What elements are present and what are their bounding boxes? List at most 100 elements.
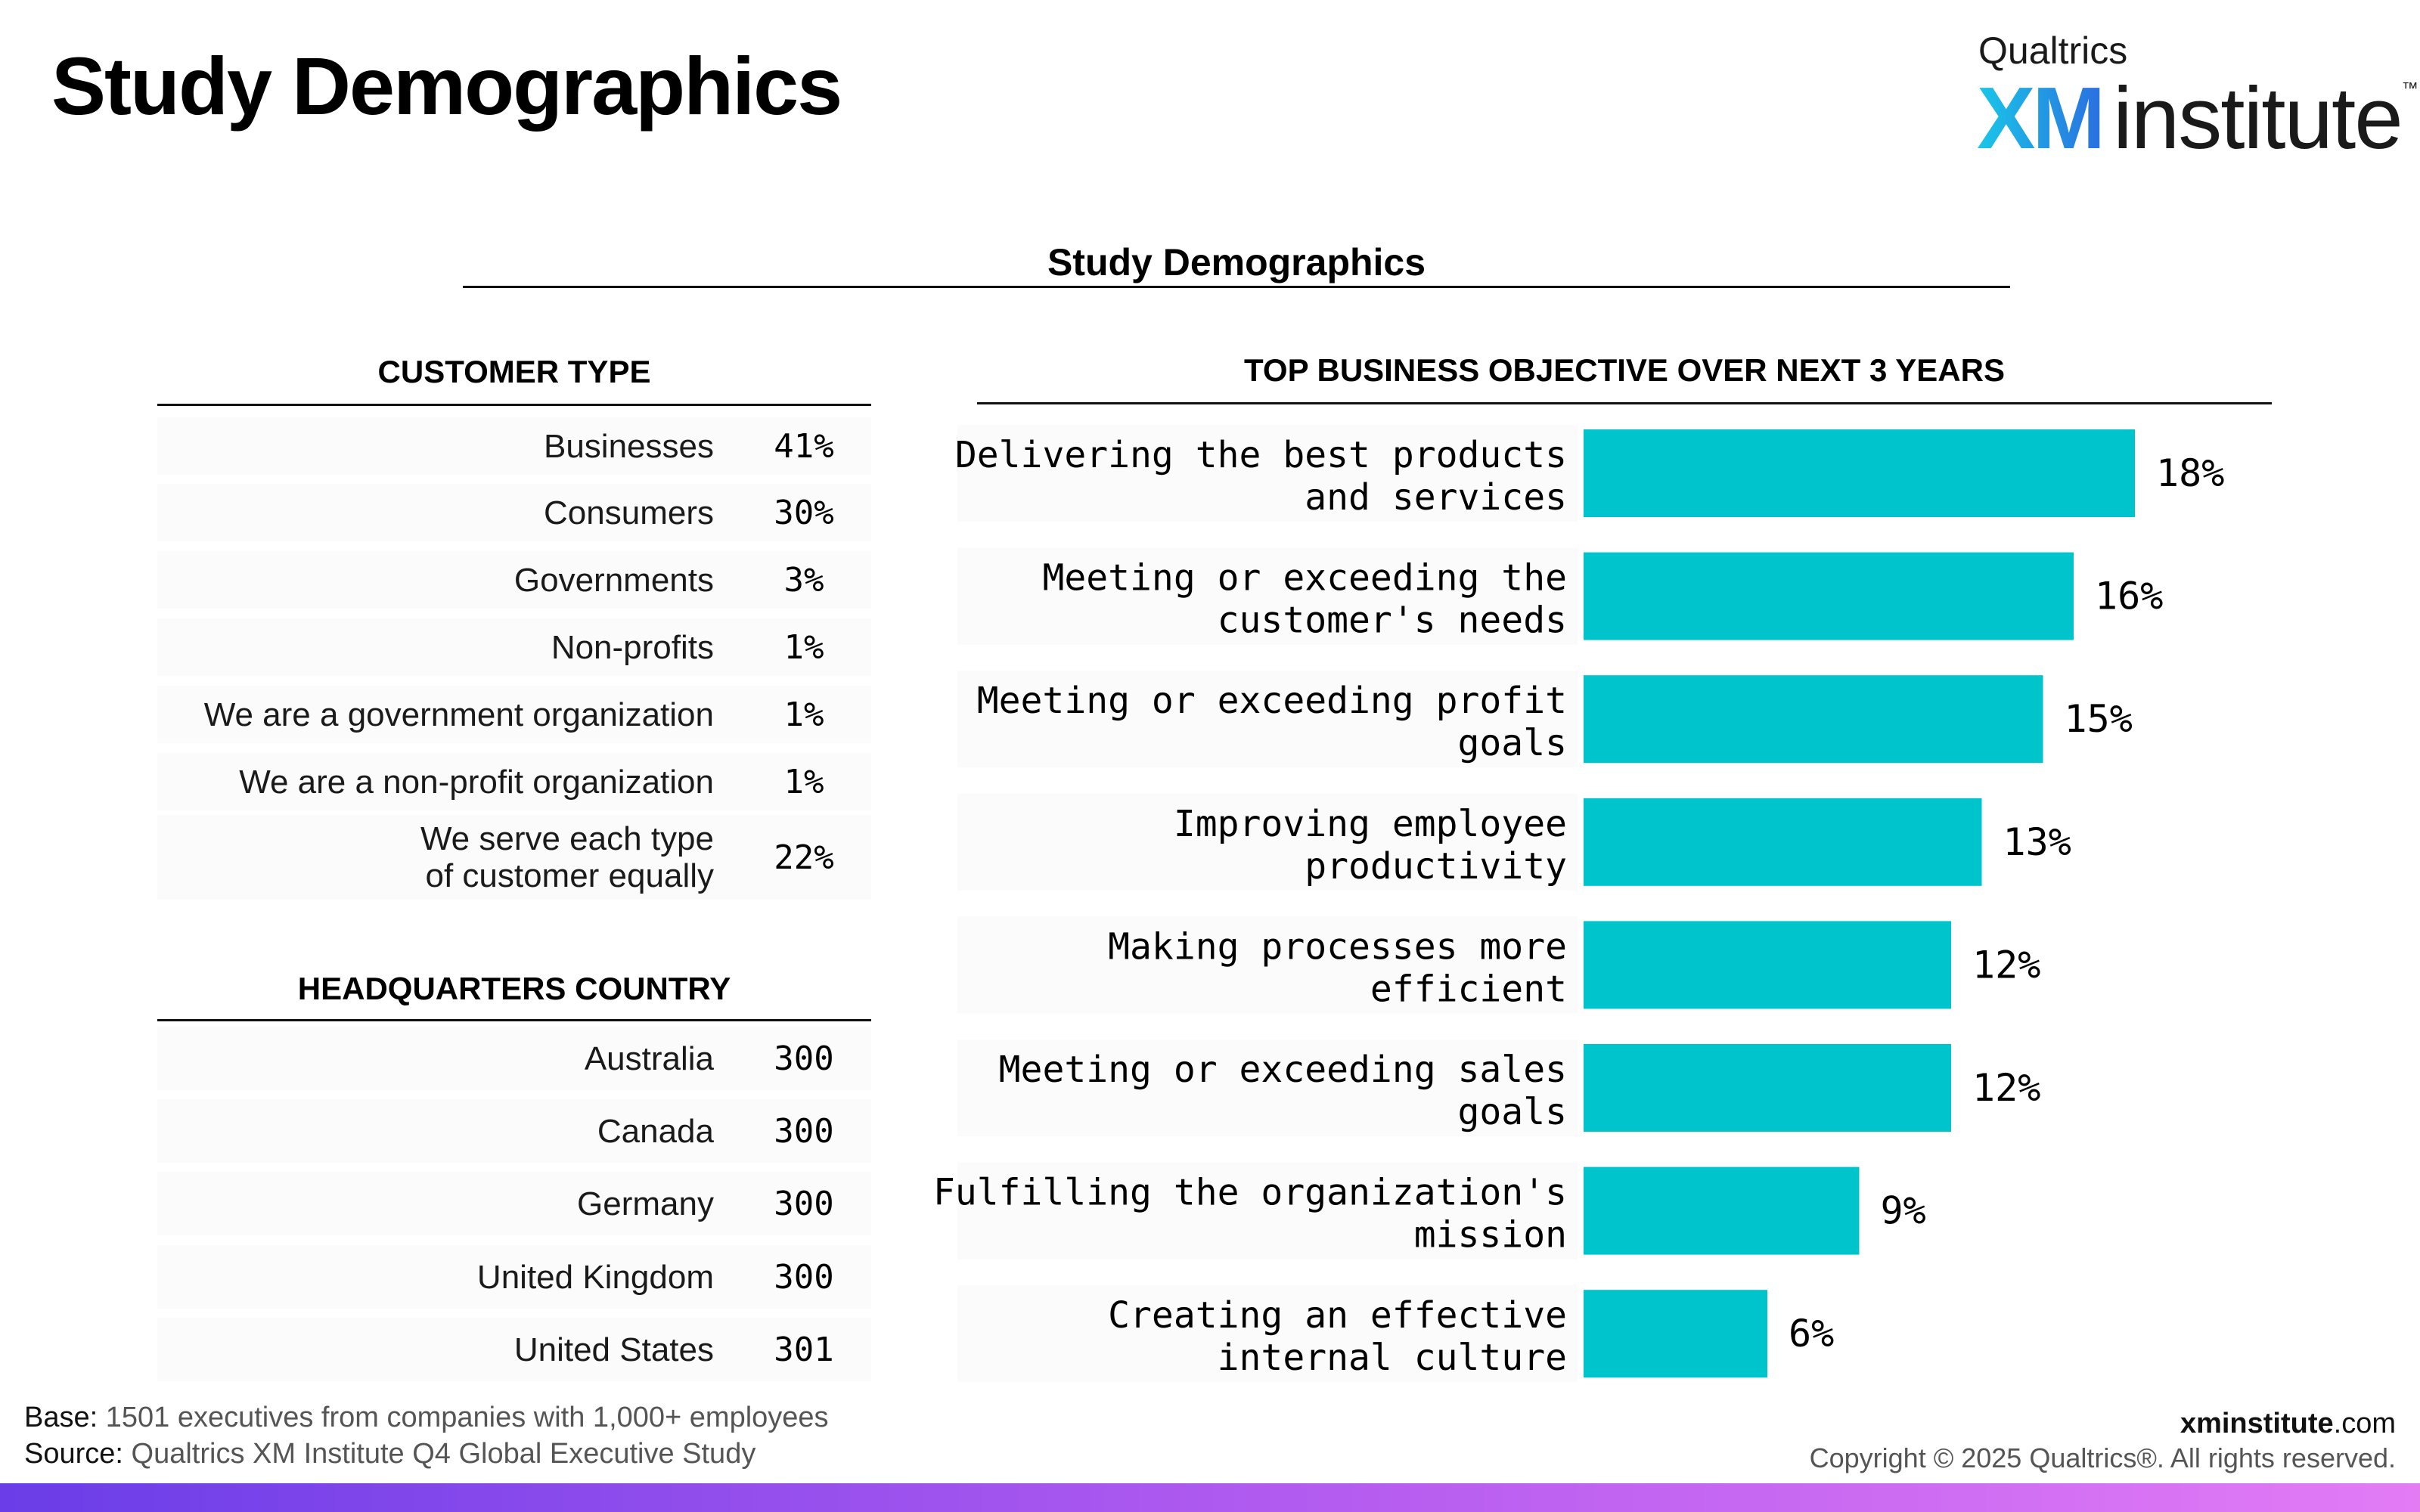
bar xyxy=(1584,675,2043,764)
category-label-line: efficient xyxy=(1370,968,1567,1010)
hq-country-label: Germany xyxy=(577,1185,714,1222)
category-label: Creating an effective internal culture xyxy=(1108,1294,1567,1379)
site-link[interactable]: xminstitute.com xyxy=(2180,1408,2396,1440)
category-label: Delivering the best products and services xyxy=(955,434,1567,519)
customer-type-label: Consumers xyxy=(544,494,714,531)
customer-type-value: 3% xyxy=(783,561,824,600)
section-title: Study Demographics xyxy=(1047,241,1426,284)
bar xyxy=(1584,921,1951,1009)
copyright: Copyright © 2025 Qualtrics®. All rights … xyxy=(1809,1442,2396,1473)
bar-value-label: 18% xyxy=(2156,451,2224,495)
category-label: Fulfilling the organization's mission xyxy=(933,1172,1567,1256)
logo-trademark: ™ xyxy=(2401,79,2418,98)
bar xyxy=(1584,798,1982,886)
hq-country-label: Australia xyxy=(584,1040,714,1077)
customer-type-value: 1% xyxy=(783,628,824,667)
hq-country-heading: HEADQUARTERS COUNTRY xyxy=(297,971,731,1006)
bar xyxy=(1584,429,2135,517)
hq-country-row: Australia 300 xyxy=(157,1027,871,1090)
customer-type-heading: CUSTOMER TYPE xyxy=(377,354,651,389)
xm-institute-logo: Qualtrics XM institute™ xyxy=(1977,29,2418,162)
category-label-line: Meeting or exceeding sales xyxy=(999,1049,1567,1091)
customer-type-row: We serve each type of customer equally 22… xyxy=(157,815,871,900)
category-band xyxy=(957,1162,1578,1259)
customer-type-label: We serve each type of customer equally xyxy=(420,820,714,895)
hq-country-row: Canada 300 xyxy=(157,1099,871,1163)
chart-title: TOP BUSINESS OBJECTIVE OVER NEXT 3 YEARS xyxy=(1244,352,2005,388)
category-label-line: goals xyxy=(1458,722,1568,764)
bar xyxy=(1584,1167,1860,1255)
hq-country-row: Germany 300 xyxy=(157,1172,871,1235)
category-label-line: Improving employee xyxy=(1174,803,1567,845)
customer-type-label: Governments xyxy=(513,562,714,599)
customer-type-label: Non-profits xyxy=(551,629,714,666)
customer-type-row: We are a government organization 1% xyxy=(157,686,871,743)
category-band xyxy=(957,1285,1578,1383)
base-note: Base: 1501 executives from companies wit… xyxy=(24,1403,829,1432)
category-label-line: and services xyxy=(1305,476,1567,519)
hq-country-divider xyxy=(157,1019,871,1021)
category-label-line: goals xyxy=(1458,1091,1568,1133)
customer-type-value: 1% xyxy=(783,696,824,734)
category-band xyxy=(957,1040,1578,1136)
category-label-line: Delivering the best products xyxy=(955,434,1567,476)
bar xyxy=(1584,1044,1951,1132)
hq-country-row: United Kingdom 300 xyxy=(157,1245,871,1309)
hq-country-label: Canada xyxy=(597,1113,714,1150)
customer-type-row: Governments 3% xyxy=(157,551,871,609)
category-label-line: Creating an effective xyxy=(1108,1294,1567,1337)
category-label: Making processes more efficient xyxy=(1108,925,1567,1010)
bar-value-label: 12% xyxy=(1972,1066,2040,1110)
customer-type-label: We are a government organization xyxy=(203,696,714,733)
logo-xm-text: XM xyxy=(1977,69,2105,167)
category-label-line: customer's needs xyxy=(1218,600,1567,642)
section-divider xyxy=(463,286,2010,288)
customer-type-label: We are a non-profit organization xyxy=(239,764,714,801)
category-label: Improving employee productivity xyxy=(1174,803,1567,888)
hq-country-value: 300 xyxy=(774,1040,834,1078)
customer-type-row: Businesses 41% xyxy=(157,417,871,475)
category-band xyxy=(957,793,1578,891)
category-label: Meeting or exceeding profit goals xyxy=(977,680,1567,764)
customer-type-row: Consumers 30% xyxy=(157,484,871,541)
footer-gradient-bar xyxy=(0,1483,2420,1512)
source-note: Source: Qualtrics XM Institute Q4 Global… xyxy=(24,1439,755,1468)
bar-value-label: 16% xyxy=(2095,575,2163,618)
bar-value-label: 6% xyxy=(1789,1312,1834,1356)
hq-country-value: 300 xyxy=(774,1185,834,1223)
category-label-line: Making processes more xyxy=(1108,925,1567,968)
site-domain: .com xyxy=(2333,1408,2396,1439)
bar-value-label: 12% xyxy=(1972,943,2040,987)
bar xyxy=(1584,552,2074,640)
bar-value-label: 13% xyxy=(2003,820,2071,864)
bar-value-label: 15% xyxy=(2065,697,2133,741)
page-title: Study Demographics xyxy=(51,40,842,132)
hq-country-row: United States 301 xyxy=(157,1318,871,1381)
customer-type-row: We are a non-profit organization 1% xyxy=(157,753,871,810)
source-label: Source: xyxy=(24,1438,123,1470)
category-label-line: Fulfilling the organization's xyxy=(933,1172,1567,1214)
logo-wordmark: XM institute™ xyxy=(1977,74,2418,162)
customer-type-label: Businesses xyxy=(543,428,714,465)
category-label-line: mission xyxy=(1414,1214,1567,1256)
hq-country-label: United Kingdom xyxy=(476,1259,714,1296)
category-band xyxy=(957,916,1578,1014)
logo-qualtrics-text: Qualtrics xyxy=(1978,29,2128,72)
customer-type-value: 22% xyxy=(774,838,834,877)
category-band xyxy=(957,425,1578,522)
base-text: 1501 executives from companies with 1,00… xyxy=(105,1402,829,1433)
category-band xyxy=(957,547,1578,645)
customer-type-divider xyxy=(157,404,871,406)
customer-type-value: 30% xyxy=(774,494,834,532)
category-label-line: Meeting or exceeding the xyxy=(1042,557,1567,600)
category-label-line: productivity xyxy=(1305,845,1567,888)
category-label: Meeting or exceeding the customer's needs xyxy=(1042,557,1567,642)
chart-title-divider xyxy=(977,402,2272,404)
hq-country-value: 300 xyxy=(774,1112,834,1151)
source-text: Qualtrics XM Institute Q4 Global Executi… xyxy=(131,1438,756,1470)
customer-type-value: 1% xyxy=(783,763,824,801)
category-label-line: Meeting or exceeding profit xyxy=(977,680,1567,722)
customer-type-value: 41% xyxy=(774,427,834,466)
customer-type-row: Non-profits 1% xyxy=(157,618,871,676)
